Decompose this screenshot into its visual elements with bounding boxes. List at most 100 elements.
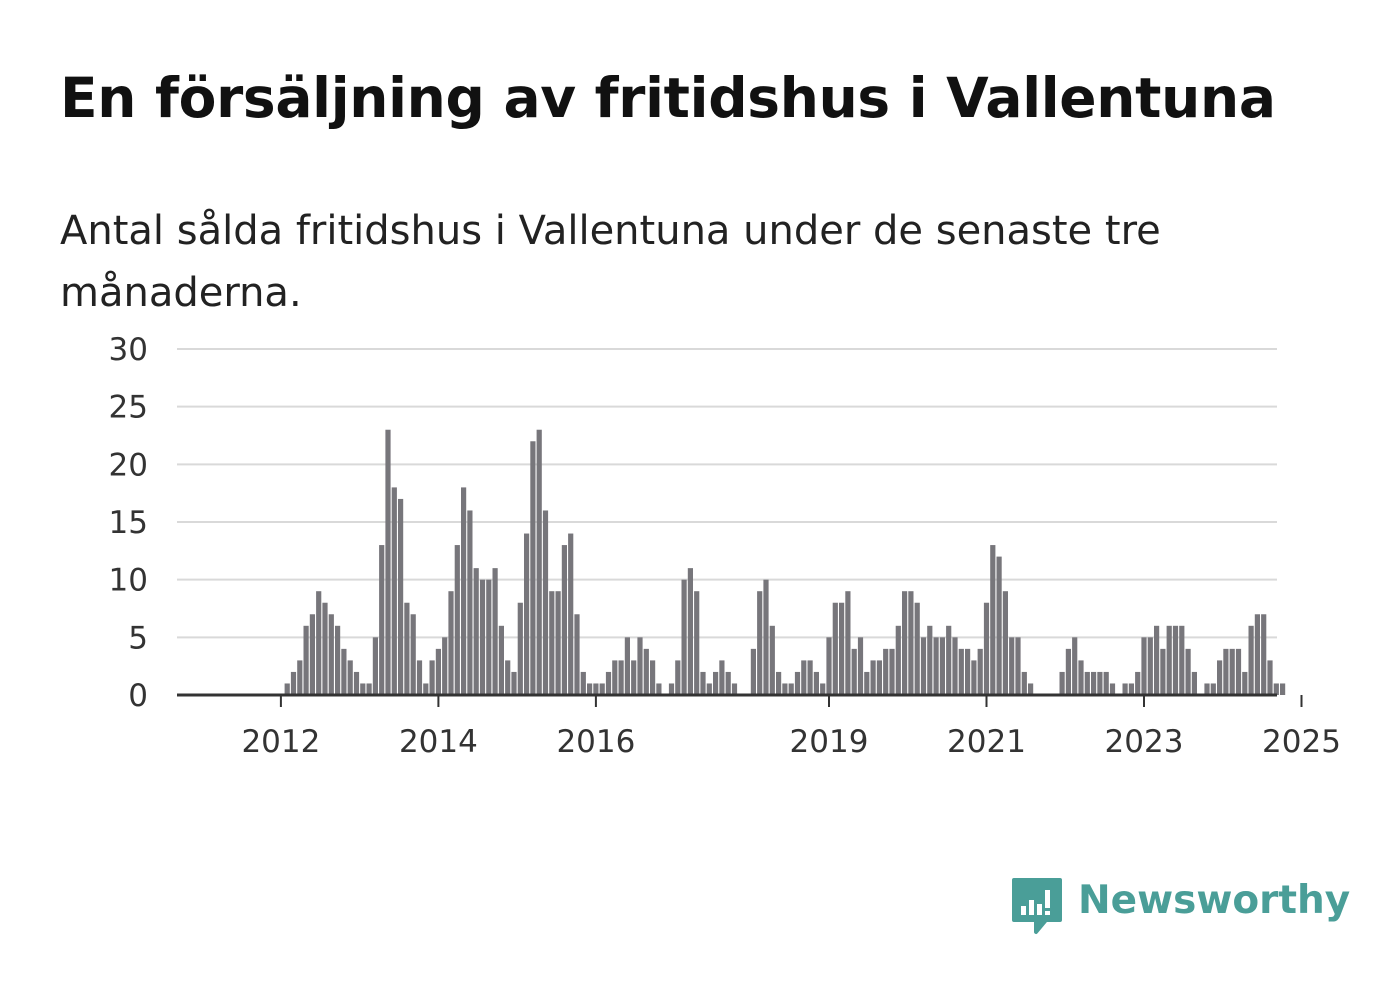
bar	[1078, 660, 1084, 695]
bar	[498, 625, 504, 695]
bar	[322, 602, 328, 695]
bar-series	[284, 429, 1286, 695]
bar	[347, 660, 353, 695]
bar	[555, 591, 561, 695]
bar	[1002, 591, 1008, 695]
bar	[687, 568, 693, 695]
bar	[706, 683, 712, 695]
bar	[290, 671, 297, 695]
bar	[398, 498, 404, 695]
bar	[580, 671, 586, 695]
bar	[694, 591, 700, 695]
bar	[939, 637, 945, 695]
bar	[656, 683, 662, 695]
x-tick-label: 2019	[790, 724, 869, 760]
bar	[1185, 648, 1191, 695]
bar	[593, 683, 599, 695]
x-axis-ticks: 2012 2014 2016 2019 2021 2023 2025	[241, 695, 1341, 760]
bar	[1103, 671, 1109, 695]
bar	[1217, 660, 1223, 695]
bar	[574, 614, 580, 695]
bar	[309, 614, 315, 695]
bar	[820, 683, 826, 695]
bar	[1210, 683, 1216, 695]
bar	[839, 602, 845, 695]
last-value-label: 1	[1297, 320, 1318, 328]
bar	[1204, 683, 1210, 695]
x-tick-label: 2012	[241, 724, 320, 760]
bar	[725, 671, 731, 695]
bar	[782, 683, 788, 695]
brand-name: Newsworthy	[1078, 878, 1351, 923]
bar	[1091, 671, 1097, 695]
bar	[1235, 648, 1242, 695]
bar	[328, 614, 334, 695]
bar	[587, 683, 593, 695]
bar	[637, 637, 643, 695]
bar	[750, 648, 756, 695]
bar	[996, 556, 1002, 695]
bar	[643, 648, 649, 695]
bar	[542, 510, 549, 695]
bar	[492, 568, 498, 695]
bar	[902, 591, 908, 695]
bar	[1084, 671, 1090, 695]
bar	[599, 683, 605, 695]
bar	[1128, 683, 1134, 695]
bar	[448, 591, 454, 695]
newsworthy-logo-icon	[1012, 878, 1062, 934]
y-axis-tick-labels: 0 5 10 15 20 25 30	[109, 332, 148, 714]
bar	[826, 637, 832, 695]
bar	[851, 648, 857, 695]
x-tick-label: 2016	[556, 724, 635, 760]
bar	[1065, 648, 1071, 695]
bar	[1009, 637, 1015, 695]
bar	[366, 683, 372, 695]
bar	[335, 625, 341, 695]
bar	[1223, 648, 1229, 695]
bar	[908, 591, 914, 695]
bar	[1229, 648, 1235, 695]
y-tick-label: 5	[128, 620, 148, 656]
bar	[681, 579, 687, 695]
bar	[801, 660, 807, 695]
bar	[479, 579, 486, 695]
bar	[1191, 671, 1197, 695]
y-tick-label: 0	[128, 678, 148, 714]
bar	[845, 591, 851, 695]
bar	[423, 683, 429, 695]
bar	[876, 660, 882, 695]
bar	[914, 602, 920, 695]
bar	[769, 625, 775, 695]
bar	[1280, 683, 1286, 695]
x-tick-label: 2025	[1262, 724, 1341, 760]
bar	[807, 660, 813, 695]
bar	[618, 660, 624, 695]
bar	[1147, 637, 1153, 695]
bar	[1273, 683, 1279, 695]
bar	[530, 441, 536, 695]
bar	[353, 671, 360, 695]
bar	[454, 545, 460, 695]
bar	[631, 660, 637, 695]
bar	[505, 660, 511, 695]
bar	[1021, 671, 1027, 695]
bar	[511, 671, 517, 695]
bar	[757, 591, 763, 695]
bar	[870, 660, 876, 695]
bar	[416, 660, 423, 695]
bar	[391, 487, 397, 695]
bar	[1242, 671, 1248, 695]
bar	[731, 683, 738, 695]
y-tick-label: 30	[109, 332, 148, 368]
bar	[316, 591, 322, 695]
bar	[461, 487, 467, 695]
bar	[776, 671, 782, 695]
bar	[990, 545, 996, 695]
bar	[1267, 660, 1273, 695]
bar	[1122, 683, 1128, 695]
bar	[958, 648, 964, 695]
bar	[1015, 637, 1021, 695]
bar	[385, 429, 391, 695]
